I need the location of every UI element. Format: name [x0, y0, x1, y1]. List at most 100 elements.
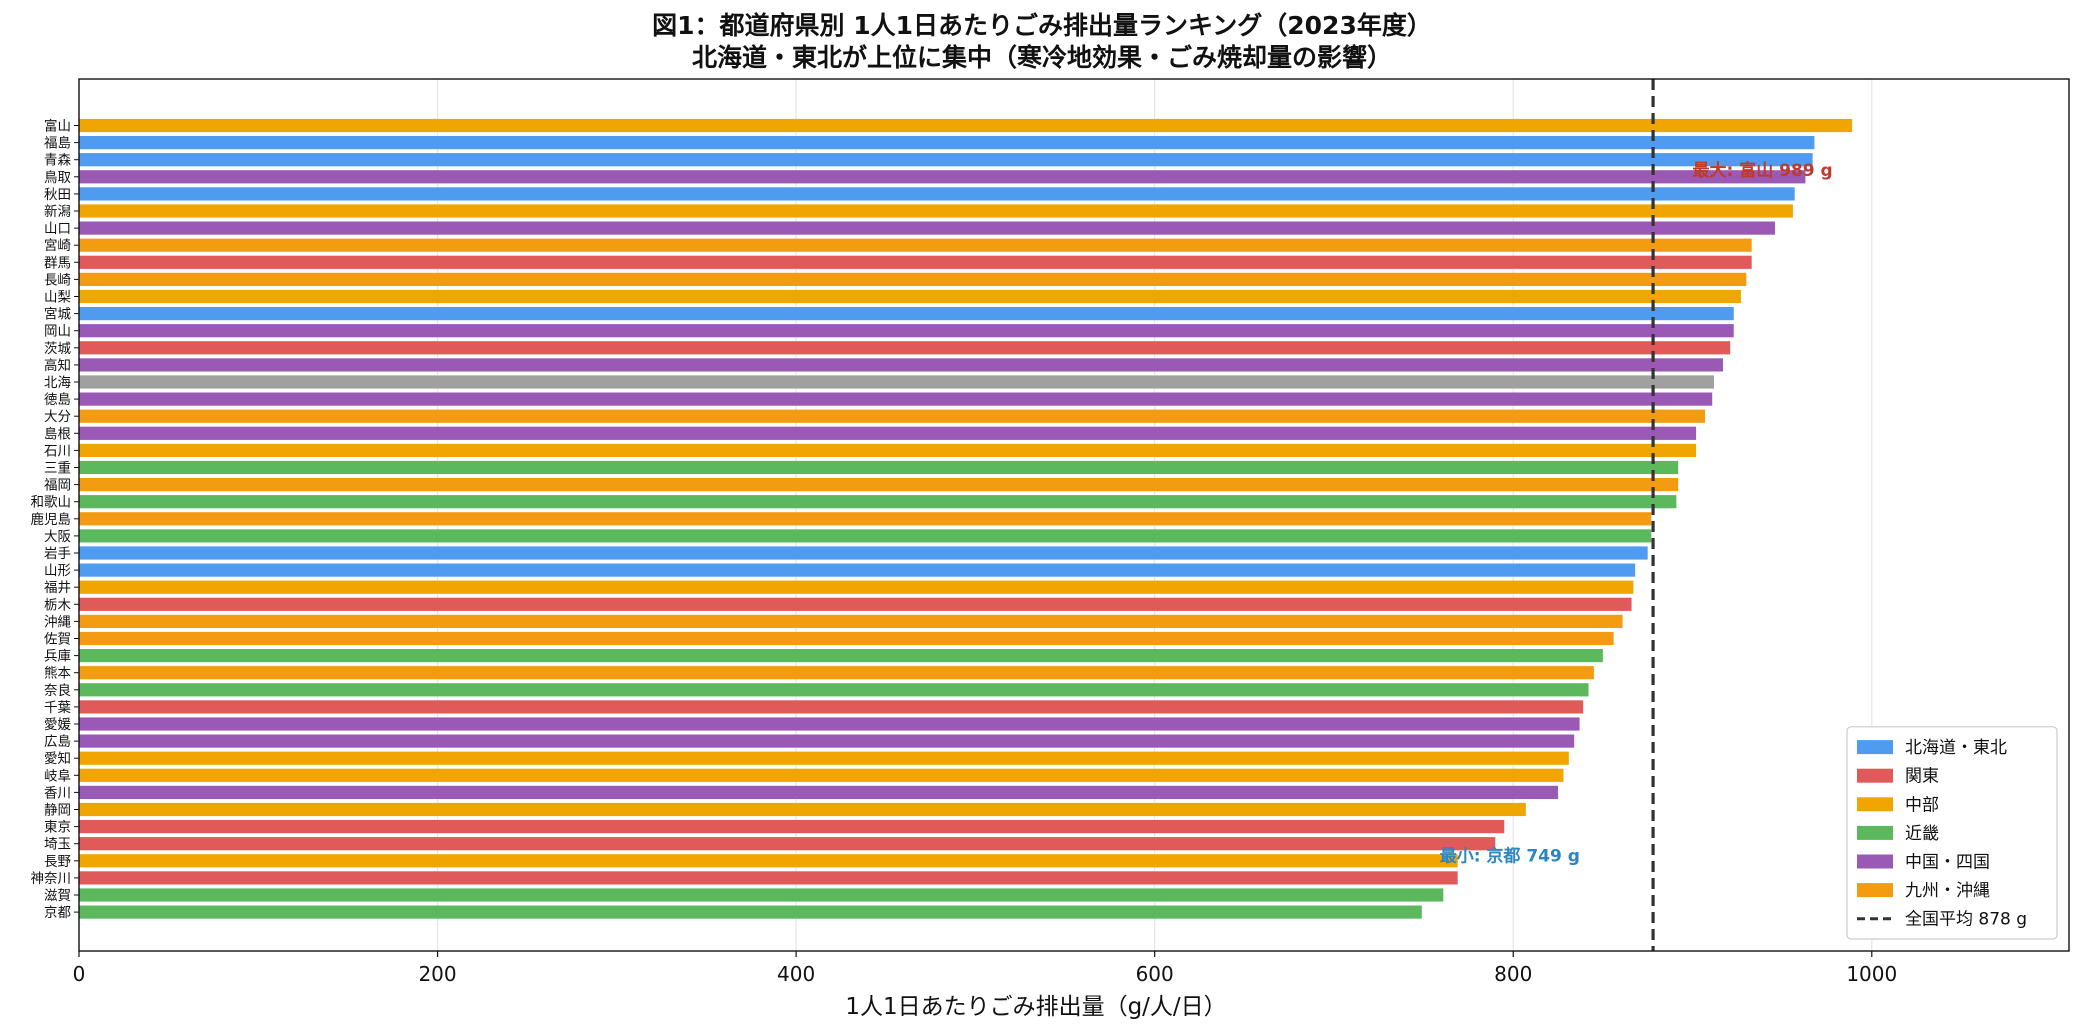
y-tick-label: 徳島	[44, 392, 71, 408]
x-tick-label: 1000	[1846, 962, 1897, 986]
bar-山口	[79, 221, 1775, 235]
y-tick-label: 岐阜	[44, 767, 71, 784]
bar-熊本	[79, 666, 1594, 680]
annotations: 最大: 富山 989 g 最小: 京都 749 g	[1440, 160, 1833, 867]
legend-label: 中国・四国	[1905, 853, 1990, 873]
y-tick-label: 大分	[44, 409, 71, 425]
axes: 富山福島青森鳥取秋田新潟山口宮崎群馬長崎山梨宮城岡山茨城高知北海徳島大分島根石川…	[31, 78, 2070, 986]
bar-神奈川	[79, 871, 1458, 885]
y-tick-label: 青森	[44, 153, 71, 169]
y-tick-label: 佐賀	[44, 632, 71, 648]
x-tick-label: 0	[73, 962, 86, 986]
y-tick-label: 広島	[44, 734, 71, 750]
annotation-label: 最大: 富山 989 g	[1693, 160, 1833, 181]
y-tick-label: 石川	[44, 443, 71, 459]
bar-長崎	[79, 272, 1747, 286]
y-tick-label: 三重	[44, 461, 71, 477]
x-tick-label: 800	[1494, 962, 1532, 986]
bar-茨城	[79, 341, 1731, 355]
y-tick-label: 群馬	[44, 255, 71, 271]
y-tick-label: 愛媛	[44, 717, 71, 733]
legend-swatch	[1857, 883, 1893, 898]
y-tick-label: 神奈川	[31, 871, 72, 887]
bar-奈良	[79, 683, 1589, 697]
y-tick-label: 鳥取	[44, 170, 71, 186]
bar-大分	[79, 409, 1706, 423]
bar-大阪	[79, 529, 1652, 543]
legend-box	[1846, 726, 2058, 940]
bar-島根	[79, 426, 1697, 440]
bar-新潟	[79, 204, 1793, 218]
bar-長野	[79, 854, 1458, 868]
legend-label: 関東	[1905, 767, 1939, 787]
bars	[79, 118, 1853, 919]
bar-北海	[79, 375, 1715, 389]
y-tick-label: 京都	[44, 905, 71, 921]
y-tick-label: 宮崎	[44, 238, 71, 254]
chart-title: 図1：都道府県別 1人1日あたりごみ排出量ランキング（2023年度）	[652, 11, 1432, 40]
bar-東京	[79, 820, 1505, 834]
bar-山梨	[79, 289, 1741, 304]
legend-label: 北海道・東北	[1905, 738, 2007, 758]
bar-福島	[79, 136, 1815, 150]
legend-swatch	[1857, 825, 1893, 840]
bar-宮崎	[79, 238, 1752, 252]
y-tick-label: 長崎	[44, 272, 71, 288]
bar-福岡	[79, 478, 1679, 492]
legend-label: 近畿	[1905, 824, 1939, 844]
annotation-label: 最小: 京都 749 g	[1440, 846, 1580, 867]
bar-静岡	[79, 802, 1526, 817]
x-tick-label: 600	[1136, 962, 1174, 986]
legend-label: 九州・沖縄	[1905, 881, 1990, 901]
y-tick-label: 新潟	[44, 204, 71, 220]
y-tick-label: 山口	[44, 221, 71, 237]
y-tick-label: 福島	[44, 136, 71, 152]
y-tick-label: 島根	[44, 426, 71, 442]
legend-label: 全国平均 878 g	[1905, 910, 2027, 930]
legend-swatch	[1857, 797, 1893, 812]
bar-宮城	[79, 307, 1734, 321]
chart-subtitle: 北海道・東北が上位に集中（寒冷地効果・ごみ焼却量の影響）	[692, 43, 1392, 72]
y-tick-label: 埼玉	[44, 837, 71, 853]
y-tick-label: 茨城	[44, 341, 71, 357]
y-tick-label: 兵庫	[44, 649, 71, 665]
bar-徳島	[79, 392, 1713, 406]
y-tick-label: 栃木	[44, 597, 71, 613]
y-tick-label: 岩手	[44, 546, 71, 562]
bar-岩手	[79, 546, 1648, 560]
bar-香川	[79, 785, 1559, 799]
y-tick-label: 富山	[44, 118, 71, 135]
y-tick-label: 奈良	[44, 683, 71, 699]
y-tick-label: 静岡	[44, 803, 71, 819]
y-tick-label: 秋田	[44, 187, 71, 203]
bar-埼玉	[79, 837, 1496, 851]
bar-滋賀	[79, 888, 1444, 902]
bar-青森	[79, 153, 1813, 167]
y-tick-label: 滋賀	[44, 888, 71, 904]
bar-鹿児島	[79, 512, 1652, 526]
bar-愛媛	[79, 717, 1580, 731]
bar-佐賀	[79, 631, 1614, 646]
bar-沖縄	[79, 614, 1623, 628]
bar-三重	[79, 460, 1679, 475]
y-tick-label: 山梨	[44, 290, 71, 306]
bar-高知	[79, 358, 1723, 372]
y-tick-label: 鹿児島	[31, 511, 72, 528]
x-axis-label: 1人1日あたりごみ排出量（g/人/日）	[845, 994, 1226, 1020]
bar-福井	[79, 580, 1634, 594]
y-tick-label: 宮城	[44, 307, 71, 323]
bar-千葉	[79, 700, 1584, 714]
y-tick-label: 大阪	[44, 529, 71, 545]
bar-京都	[79, 905, 1422, 919]
y-tick-label: 熊本	[44, 666, 71, 682]
bar-群馬	[79, 255, 1752, 269]
y-tick-label: 千葉	[44, 700, 71, 716]
bar-栃木	[79, 597, 1632, 611]
y-tick-label: 愛知	[44, 750, 71, 767]
bar-広島	[79, 734, 1575, 748]
x-tick-label: 400	[777, 962, 815, 986]
y-tick-label: 沖縄	[44, 614, 71, 630]
